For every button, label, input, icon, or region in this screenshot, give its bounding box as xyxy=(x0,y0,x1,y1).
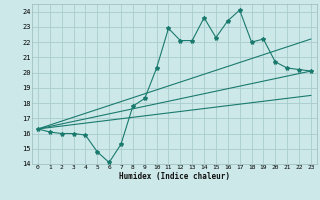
X-axis label: Humidex (Indice chaleur): Humidex (Indice chaleur) xyxy=(119,172,230,181)
